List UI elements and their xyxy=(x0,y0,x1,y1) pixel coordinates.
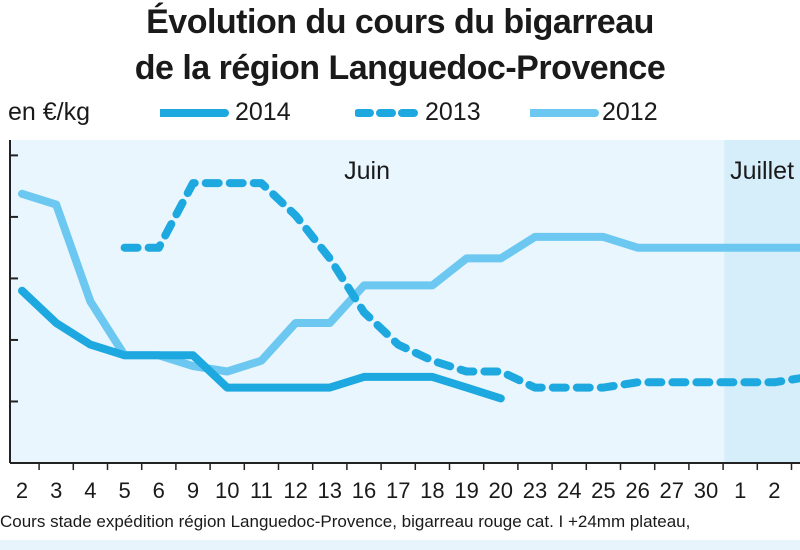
legend-swatch-2014 xyxy=(160,109,229,117)
x-tick-label: 3 xyxy=(50,478,62,503)
x-tick-label: 30 xyxy=(694,478,718,503)
month-label-july: Juillet xyxy=(730,157,794,185)
x-tick-label: 12 xyxy=(283,478,307,503)
legend-swatch-2012 xyxy=(530,109,599,117)
x-tick-label: 27 xyxy=(660,478,684,503)
legend-label-2013: 2013 xyxy=(425,98,481,126)
plot-background-july xyxy=(724,140,800,463)
x-tick-label: 6 xyxy=(153,478,165,503)
legend-item-2013: 2013 xyxy=(355,98,505,130)
legend-label-2014: 2014 xyxy=(235,98,291,126)
chart-source-note: Cours stade expédition région Languedoc-… xyxy=(0,512,691,531)
x-tick-label: 19 xyxy=(454,478,478,503)
month-label-june: Juin xyxy=(344,157,390,185)
x-tick-label: 1 xyxy=(734,478,746,503)
legend-label-2012: 2012 xyxy=(602,98,658,126)
x-tick-label: 10 xyxy=(215,478,239,503)
series-line-2014 xyxy=(18,286,505,403)
x-tick-label: 25 xyxy=(591,478,615,503)
x-tick-label: 5 xyxy=(118,478,130,503)
legend-item-2012: 2012 xyxy=(530,98,680,130)
x-tick-label: 24 xyxy=(557,478,581,503)
legend-swatch-2013 xyxy=(355,109,421,117)
series-line-2013 xyxy=(120,179,800,392)
x-tick-label: 20 xyxy=(489,478,513,503)
x-tick-label: 2 xyxy=(768,478,780,503)
x-tick-label: 23 xyxy=(523,478,547,503)
x-tick-label: 13 xyxy=(318,478,342,503)
chart-title-line-1: Évolution du cours du bigarreau xyxy=(146,3,654,41)
y-axis-label: en €/kg xyxy=(8,98,91,126)
x-tick-label: 2 xyxy=(16,478,28,503)
x-tick-label: 18 xyxy=(420,478,444,503)
x-tick-label: 26 xyxy=(625,478,649,503)
x-tick-label: 4 xyxy=(84,478,96,503)
plot-background-june xyxy=(10,140,725,463)
x-tick-label: 9 xyxy=(187,478,199,503)
x-tick-label: 16 xyxy=(352,478,376,503)
legend-item-2014: 2014 xyxy=(160,98,310,130)
x-tick-label: 11 xyxy=(250,478,273,503)
chart-title-line-2: de la région Languedoc-Provence xyxy=(134,49,666,87)
x-tick-label: 17 xyxy=(386,478,410,503)
bottom-band xyxy=(0,540,800,550)
